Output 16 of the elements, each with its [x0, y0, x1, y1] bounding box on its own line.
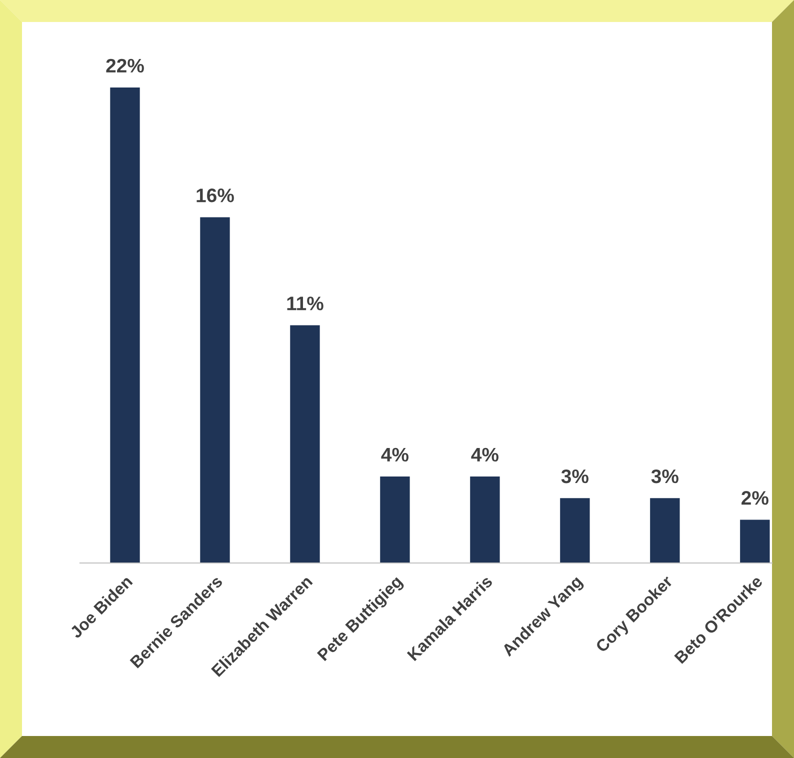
data-label: 4%: [471, 448, 498, 462]
bar: [290, 325, 320, 563]
bar: [560, 498, 590, 563]
data-label: 16%: [196, 188, 234, 202]
data-label: 3%: [651, 469, 678, 484]
data-label: 4%: [381, 448, 408, 462]
data-label: 2%: [742, 491, 768, 505]
bar: [380, 476, 410, 563]
bar: [740, 520, 770, 563]
data-label: 22%: [106, 58, 144, 73]
bar: [200, 217, 230, 563]
data-label: 11%: [287, 296, 324, 310]
bar: [110, 88, 140, 563]
bar: [470, 476, 500, 563]
data-label: 3%: [561, 469, 588, 484]
bar: [650, 498, 680, 563]
